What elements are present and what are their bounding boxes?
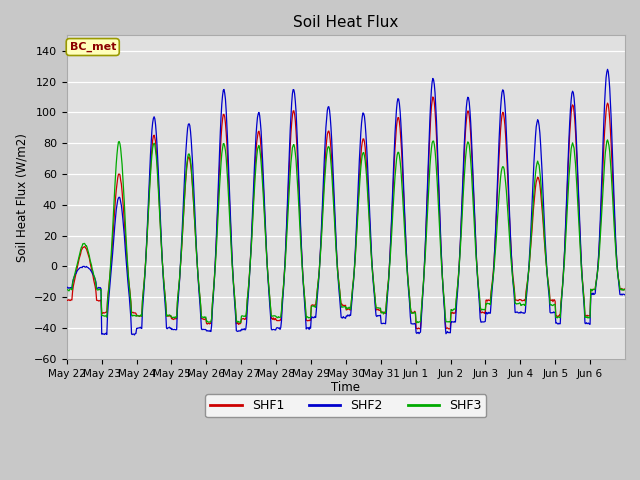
SHF2: [604, 66, 611, 72]
Line: SHF1: SHF1: [67, 97, 625, 329]
SHF1: [231, 298, 239, 304]
Line: SHF2: SHF2: [67, 69, 625, 335]
Title: Soil Heat Flux: Soil Heat Flux: [293, 15, 399, 30]
SHF1: [429, 94, 436, 100]
SHF3: [604, 137, 611, 143]
SHF3: [280, 281, 287, 287]
SHF3: [413, 320, 420, 326]
SHF1: [436, 207, 444, 213]
Y-axis label: Soil Heat Flux (W/m2): Soil Heat Flux (W/m2): [15, 132, 28, 262]
SHF3: [231, 298, 239, 303]
SHF2: [404, 282, 412, 288]
SHF1: [621, 286, 629, 292]
Line: SHF3: SHF3: [67, 140, 625, 323]
SHF2: [621, 292, 629, 298]
SHF3: [63, 287, 70, 292]
SHF1: [259, 169, 266, 175]
SHF3: [404, 272, 412, 277]
SHF1: [445, 326, 452, 332]
SHF3: [129, 313, 136, 319]
SHF3: [621, 287, 629, 292]
Text: BC_met: BC_met: [70, 42, 116, 52]
SHF2: [131, 332, 138, 338]
SHF1: [280, 281, 287, 287]
SHF3: [259, 181, 266, 187]
SHF3: [436, 223, 444, 229]
SHF2: [232, 313, 239, 319]
SHF1: [129, 310, 136, 315]
SHF2: [259, 173, 267, 179]
SHF2: [63, 286, 70, 291]
SHF1: [404, 268, 412, 274]
X-axis label: Time: Time: [332, 382, 360, 395]
SHF2: [436, 201, 444, 206]
Legend: SHF1, SHF2, SHF3: SHF1, SHF2, SHF3: [205, 395, 486, 418]
SHF2: [129, 332, 136, 337]
SHF2: [280, 271, 288, 276]
SHF1: [63, 297, 70, 303]
